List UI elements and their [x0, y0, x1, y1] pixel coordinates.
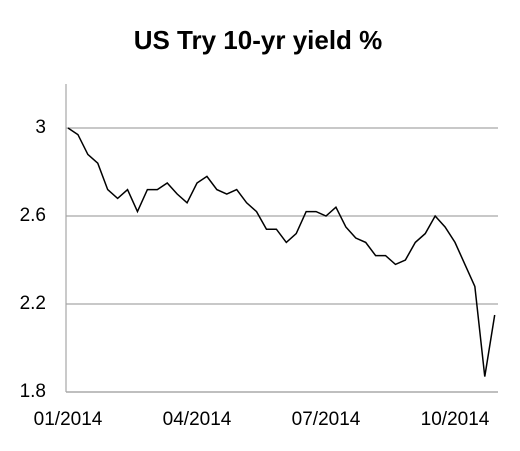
chart-title: US Try 10-yr yield %	[134, 25, 383, 55]
y-tick-label: 2.2	[20, 293, 46, 314]
y-tick-label: 3	[35, 117, 46, 138]
x-tick-label: 07/2014	[292, 409, 361, 430]
x-tick-label: 01/2014	[34, 409, 103, 430]
line	[67, 127, 496, 377]
x-tick-label: 10/2014	[421, 409, 490, 430]
y-tick-label: 2.6	[20, 205, 46, 226]
y-tick-label: 1.8	[20, 381, 46, 402]
x-tick-label: 04/2014	[163, 409, 232, 430]
